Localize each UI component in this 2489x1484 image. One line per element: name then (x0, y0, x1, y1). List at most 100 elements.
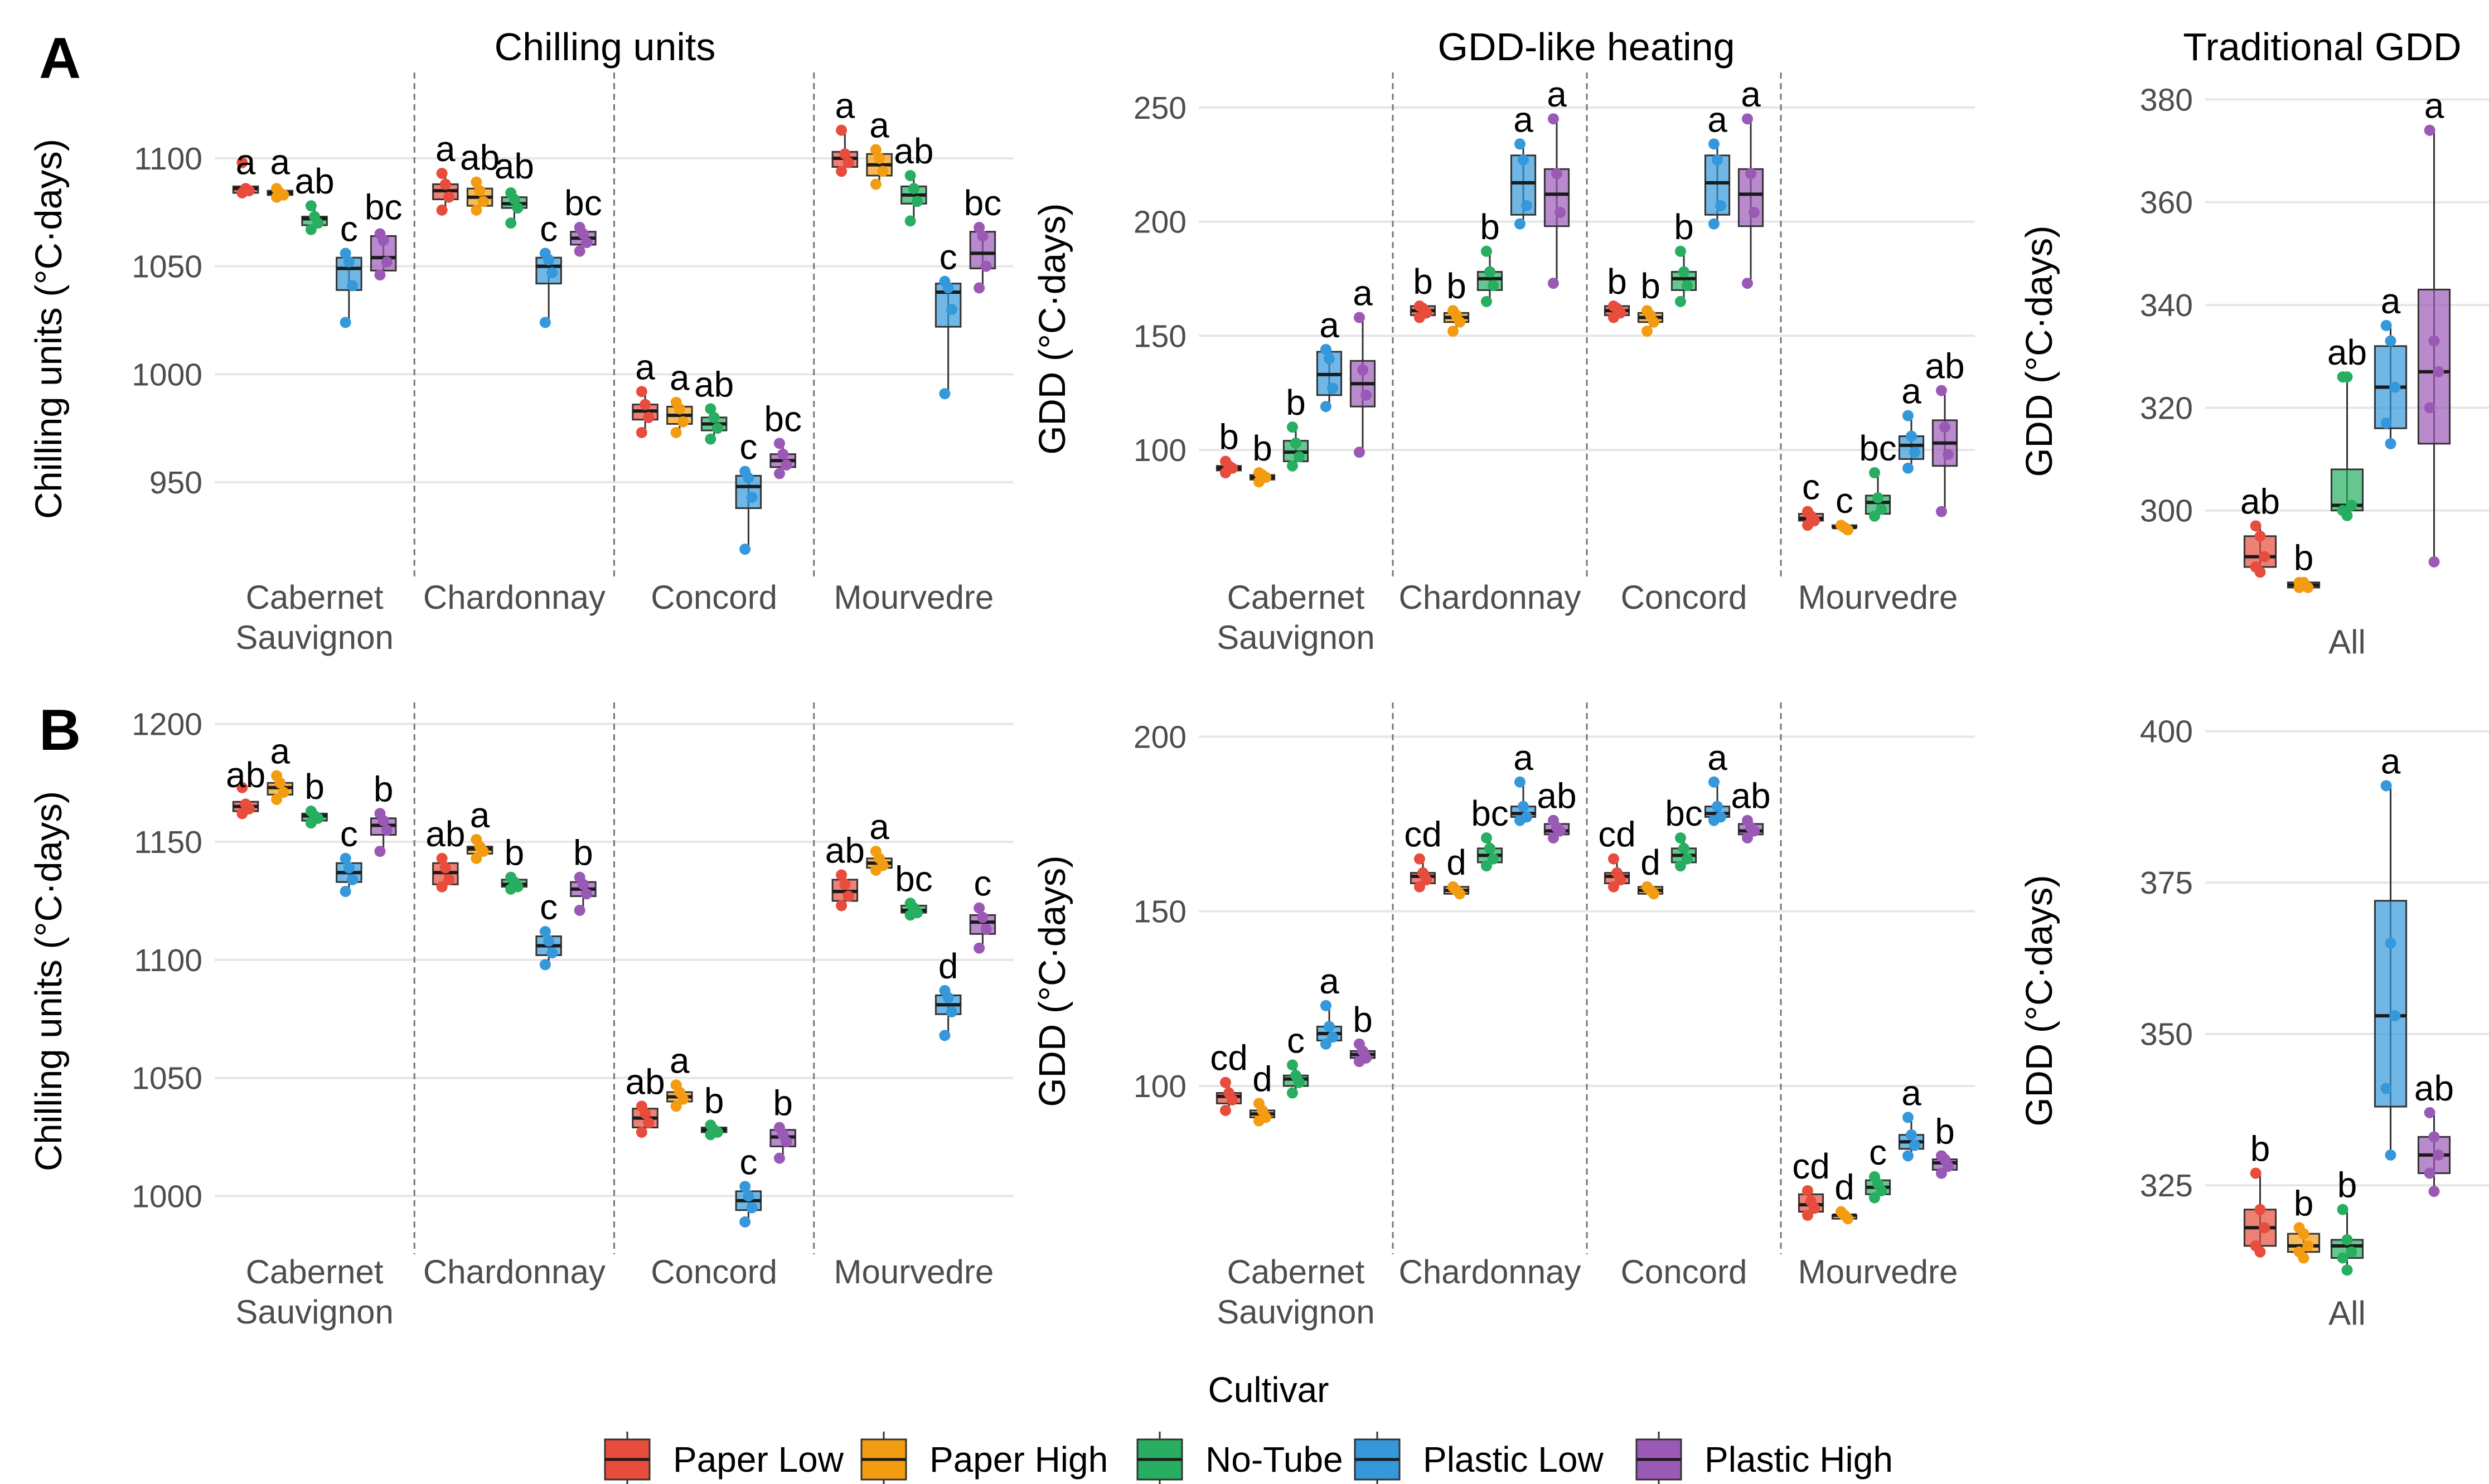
data-point (777, 448, 789, 460)
box-paper-low: b (2243, 1129, 2277, 1258)
data-point (904, 215, 916, 227)
data-point (1360, 389, 1372, 401)
x-tick-label: Cabernet Sauvignon (235, 579, 394, 656)
data-point (842, 890, 854, 902)
significance-letter: a (635, 347, 655, 387)
data-point (1902, 1150, 1914, 1162)
data-point (1327, 382, 1339, 394)
box-no-tube: bc (1665, 793, 1703, 872)
data-point (2433, 1149, 2444, 1161)
box-paper-low: cd (1792, 1146, 1830, 1221)
box-paper-high: a (666, 358, 693, 438)
data-point (2433, 366, 2444, 377)
box-plastic-low: a (1898, 371, 1925, 474)
data-point (377, 815, 389, 827)
significance-letter: ab (460, 138, 500, 178)
data-point (436, 204, 448, 216)
box-no-tube: b (301, 767, 328, 829)
data-point (1809, 1202, 1820, 1214)
significance-letter: bc (1471, 793, 1509, 833)
box-paper-high: b (1637, 266, 1664, 337)
data-point (1551, 168, 1562, 180)
y-axis-title: GDD (°C·days) (2018, 875, 2060, 1126)
box-paper-low: a (831, 86, 859, 177)
data-point (1480, 860, 1492, 872)
data-point (1708, 814, 1720, 826)
data-point (1708, 776, 1720, 788)
significance-letter: bc (1665, 793, 1703, 833)
data-point (2385, 937, 2396, 949)
data-point (1514, 218, 1526, 230)
data-point (2341, 1264, 2353, 1276)
data-point (546, 267, 558, 279)
box-paper-low: b (1410, 261, 1436, 323)
significance-letter: c (1869, 1132, 1887, 1172)
significance-letter: a (1901, 371, 1921, 411)
data-point (842, 157, 854, 168)
significance-letter: ab (625, 1061, 665, 1102)
box-plastic-low: a (1510, 99, 1537, 230)
data-point (2428, 556, 2440, 568)
box-paper-low: a (232, 142, 259, 198)
data-point (1286, 1059, 1298, 1071)
data-point (1741, 278, 1753, 289)
significance-letter: ab (2414, 1068, 2454, 1108)
data-point (477, 196, 489, 207)
y-tick-label: 320 (2140, 390, 2193, 426)
data-point (343, 256, 355, 268)
box-paper-high: c (1831, 481, 1858, 536)
box-plastic-high: a (1543, 74, 1570, 289)
data-point (1802, 520, 1813, 531)
data-point (2254, 530, 2266, 542)
data-point (977, 230, 989, 242)
data-point (1802, 1209, 1813, 1221)
significance-letter: b (773, 1083, 793, 1123)
box-plastic-high: c (969, 864, 996, 954)
data-point (708, 411, 720, 423)
significance-letter: c (540, 887, 558, 927)
box-iqr (2374, 900, 2408, 1108)
data-point (877, 166, 889, 177)
y-tick-label: 200 (1134, 205, 1187, 240)
data-point (2428, 1131, 2440, 1143)
box-no-tube: ab (694, 364, 734, 445)
data-point (1320, 1038, 1331, 1050)
panel-tag-a: A (39, 26, 81, 91)
data-point (746, 1202, 758, 1214)
data-point (343, 862, 355, 874)
panel-B-gddlike: 100 150 200 GDD (°C·days) Cabernet Sauvignon c… (1032, 702, 1975, 1331)
data-point (539, 926, 551, 938)
box-plastic-high: ab (1537, 776, 1577, 844)
data-point (1909, 447, 1921, 458)
column-title-chilling: Chilling units (495, 25, 716, 69)
y-tick-label: 375 (2140, 865, 2193, 901)
significance-letter: b (704, 1080, 724, 1121)
box-no-tube: ab (295, 161, 335, 235)
significance-letter: c (1836, 481, 1853, 521)
box-plastic-high: bc (564, 183, 602, 257)
significance-letter: c (340, 208, 358, 249)
significance-letter: c (1802, 467, 1820, 507)
data-point (1353, 1056, 1365, 1068)
data-point (1876, 1185, 1887, 1196)
significance-letter: b (1252, 428, 1272, 468)
data-point (1320, 401, 1331, 413)
data-point (347, 280, 359, 292)
significance-letter: a (869, 807, 889, 847)
data-point (670, 426, 682, 438)
data-point (977, 911, 989, 923)
data-point (1906, 430, 1917, 442)
significance-letter: c (974, 864, 991, 904)
significance-letter: a (2424, 86, 2444, 126)
box-no-tube: b (501, 833, 528, 895)
data-point (711, 423, 723, 434)
data-point (1454, 316, 1466, 328)
data-point (1488, 280, 1499, 292)
box-paper-low: ab (625, 1061, 665, 1138)
significance-letter: a (236, 142, 256, 182)
data-point (471, 176, 482, 188)
data-point (340, 886, 351, 898)
box-paper-high: a (866, 807, 893, 876)
data-point (1547, 278, 1559, 289)
